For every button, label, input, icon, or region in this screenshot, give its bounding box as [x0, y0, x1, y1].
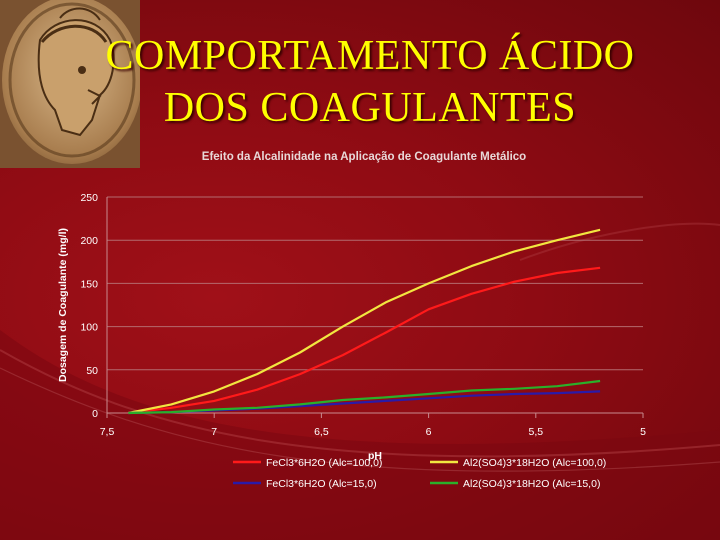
- x-tick-label: 6,5: [314, 426, 329, 438]
- x-tick-label: 7: [211, 426, 217, 438]
- y-tick-label: 150: [80, 278, 98, 290]
- legend-label: FeCl3*6H2O (Alc=100,0): [266, 457, 382, 469]
- y-tick-label: 250: [80, 192, 98, 204]
- chart-series: [128, 228, 601, 415]
- chart-ticks: 0 50 100 150 200 250 7,5 7 6,5 6 5,5 5: [80, 192, 646, 438]
- y-tick-label: 0: [92, 408, 98, 420]
- y-tick-label: 100: [80, 322, 98, 334]
- series-line-4: [128, 379, 601, 415]
- y-axis-label: Dosagem de Coagulante (mg/l): [57, 228, 69, 382]
- x-axis-label: pH: [368, 450, 382, 462]
- legend-label: Al2(SO4)3*18H2O (Alc=100,0): [463, 457, 606, 469]
- x-tick-label: 5,5: [528, 426, 543, 438]
- chart-grid: [107, 196, 643, 414]
- legend-label: FeCl3*6H2O (Alc=15,0): [266, 478, 377, 490]
- series-line-2: [128, 228, 601, 415]
- x-tick-label: 5: [640, 426, 646, 438]
- x-tick-label: 7,5: [100, 426, 115, 438]
- legend-label: Al2(SO4)3*18H2O (Alc=15,0): [463, 478, 600, 490]
- series-line-1: [128, 266, 601, 415]
- slide-title: COMPORTAMENTO ÁCIDO DOS COAGULANTES: [40, 30, 700, 134]
- slide-title-line-1: COMPORTAMENTO ÁCIDO: [105, 33, 635, 79]
- x-tick-label: 6: [426, 426, 432, 438]
- chart-axes: [106, 197, 644, 418]
- chart-legend: FeCl3*6H2O (Alc=100,0) Al2(SO4)3*18H2O (A…: [233, 457, 606, 490]
- athena-coin-logo: [0, 0, 140, 168]
- chart-title: Efeito da Alcalinidade na Aplicação de C…: [202, 151, 526, 163]
- y-tick-label: 200: [80, 235, 98, 247]
- slide-title-line-2: DOS COAGULANTES: [163, 85, 577, 131]
- y-tick-label: 50: [86, 365, 98, 377]
